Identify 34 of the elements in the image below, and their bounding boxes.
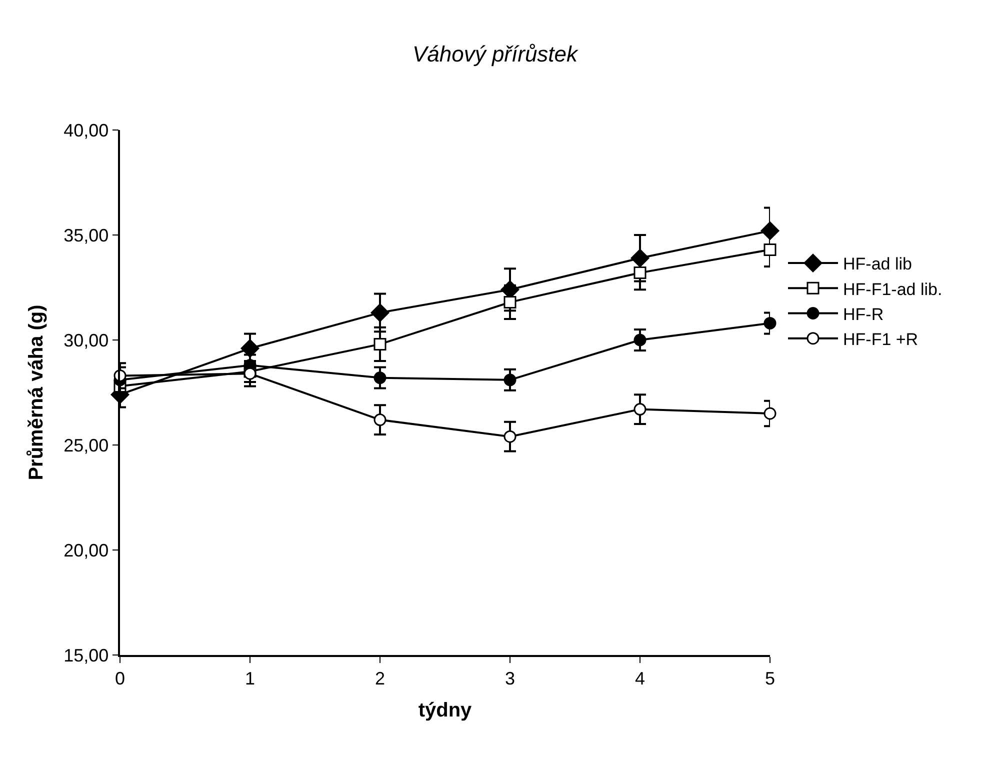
y-tick-label: 40,00	[64, 120, 109, 140]
point	[504, 430, 516, 443]
y-axis-title: Průměrná váha (g)	[26, 304, 48, 480]
point	[240, 339, 260, 358]
y-tick-label: 35,00	[64, 225, 109, 246]
point	[504, 296, 516, 308]
x-tick-label: 3	[504, 668, 516, 688]
x-tick-label: 2	[374, 668, 386, 688]
legend-label: HF-F1-ad lib.	[843, 280, 942, 299]
point	[764, 316, 776, 330]
x-tick-label: 4	[634, 668, 646, 688]
point	[370, 304, 390, 322]
y-tick-label: 15,00	[64, 645, 109, 666]
x-tick-label: 1	[244, 668, 256, 688]
point	[764, 407, 776, 420]
x-tick-label: 5	[764, 668, 776, 688]
y-tick-label: 30,00	[64, 330, 109, 350]
point	[374, 338, 386, 350]
x-axis-title: týdny	[418, 699, 473, 722]
chart-title: Váhový přírůstek	[412, 41, 579, 66]
point	[634, 334, 646, 346]
point	[374, 414, 386, 426]
legend-label: HF-R	[843, 304, 884, 324]
x-tick-label: 0	[114, 668, 126, 688]
y-tick-label: 20,00	[64, 540, 109, 560]
point	[504, 374, 516, 386]
point	[634, 403, 646, 416]
point	[764, 243, 776, 256]
y-tick-label: 25,00	[64, 435, 109, 456]
point	[634, 266, 646, 280]
legend-label: HF-F1 +R	[843, 330, 918, 349]
point	[374, 372, 386, 384]
point	[760, 222, 780, 240]
legend-label: HF-ad lib	[843, 254, 912, 274]
